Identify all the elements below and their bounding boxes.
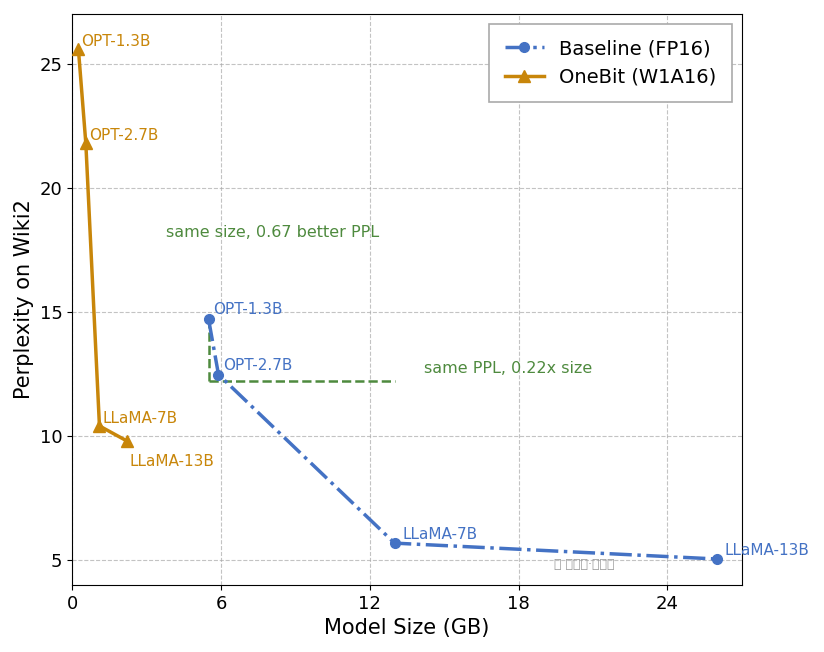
Text: OPT-2.7B: OPT-2.7B (223, 357, 293, 372)
Line: OneBit (W1A16): OneBit (W1A16) (73, 43, 133, 447)
Text: LLaMA-7B: LLaMA-7B (402, 527, 477, 542)
OneBit (W1A16) (81, 139, 91, 147)
Text: LLaMA-13B: LLaMA-13B (129, 454, 214, 469)
Text: LLaMA-13B: LLaMA-13B (724, 543, 809, 558)
Text: OPT-1.3B: OPT-1.3B (82, 34, 151, 49)
OneBit (W1A16) (73, 45, 83, 53)
Text: same size, 0.67 better PPL: same size, 0.67 better PPL (166, 226, 380, 241)
Text: OPT-2.7B: OPT-2.7B (89, 128, 158, 143)
Baseline (FP16) (204, 316, 213, 323)
OneBit (W1A16) (122, 437, 132, 445)
Baseline (FP16) (712, 555, 722, 563)
Text: OPT-1.3B: OPT-1.3B (213, 303, 283, 318)
Line: Baseline (FP16): Baseline (FP16) (204, 314, 722, 564)
X-axis label: Model Size (GB): Model Size (GB) (325, 618, 489, 638)
Baseline (FP16) (390, 539, 400, 547)
Text: same PPL, 0.22x size: same PPL, 0.22x size (424, 361, 592, 376)
Legend: Baseline (FP16), OneBit (W1A16): Baseline (FP16), OneBit (W1A16) (489, 23, 732, 102)
Baseline (FP16) (213, 371, 223, 379)
OneBit (W1A16) (95, 422, 105, 430)
Y-axis label: Perplexity on Wiki2: Perplexity on Wiki2 (14, 200, 34, 399)
Text: 📱 公众号·量子位: 📱 公众号·量子位 (555, 557, 615, 570)
Text: LLaMA-7B: LLaMA-7B (102, 411, 177, 426)
